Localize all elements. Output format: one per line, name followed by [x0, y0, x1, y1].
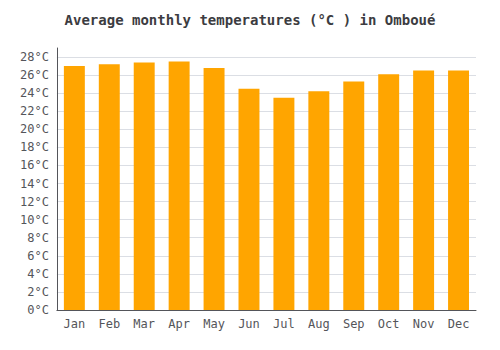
svg-text:12°C: 12°C: [20, 195, 49, 209]
svg-text:May: May: [203, 317, 225, 331]
svg-text:Jan: Jan: [64, 317, 86, 331]
svg-text:4°C: 4°C: [27, 267, 49, 281]
svg-text:8°C: 8°C: [27, 231, 49, 245]
svg-text:24°C: 24°C: [20, 86, 49, 100]
svg-text:26°C: 26°C: [20, 68, 49, 82]
svg-text:20°C: 20°C: [20, 122, 49, 136]
svg-text:Oct: Oct: [378, 317, 400, 331]
svg-text:14°C: 14°C: [20, 177, 49, 191]
svg-text:Average monthly temperatures (: Average monthly temperatures (°C ) in Om…: [65, 12, 436, 28]
svg-text:Mar: Mar: [133, 317, 155, 331]
svg-text:16°C: 16°C: [20, 158, 49, 172]
svg-text:Jul: Jul: [273, 317, 295, 331]
svg-text:22°C: 22°C: [20, 104, 49, 118]
svg-text:Feb: Feb: [98, 317, 120, 331]
svg-text:Aug: Aug: [308, 317, 330, 331]
svg-text:10°C: 10°C: [20, 213, 49, 227]
svg-text:Nov: Nov: [413, 317, 435, 331]
svg-text:Dec: Dec: [448, 317, 470, 331]
svg-text:28°C: 28°C: [20, 50, 49, 64]
svg-text:Apr: Apr: [168, 317, 190, 331]
svg-text:2°C: 2°C: [27, 285, 49, 299]
svg-text:Sep: Sep: [343, 317, 365, 331]
svg-text:6°C: 6°C: [27, 249, 49, 263]
svg-text:0°C: 0°C: [27, 303, 49, 317]
svg-text:18°C: 18°C: [20, 140, 49, 154]
svg-text:Jun: Jun: [238, 317, 260, 331]
